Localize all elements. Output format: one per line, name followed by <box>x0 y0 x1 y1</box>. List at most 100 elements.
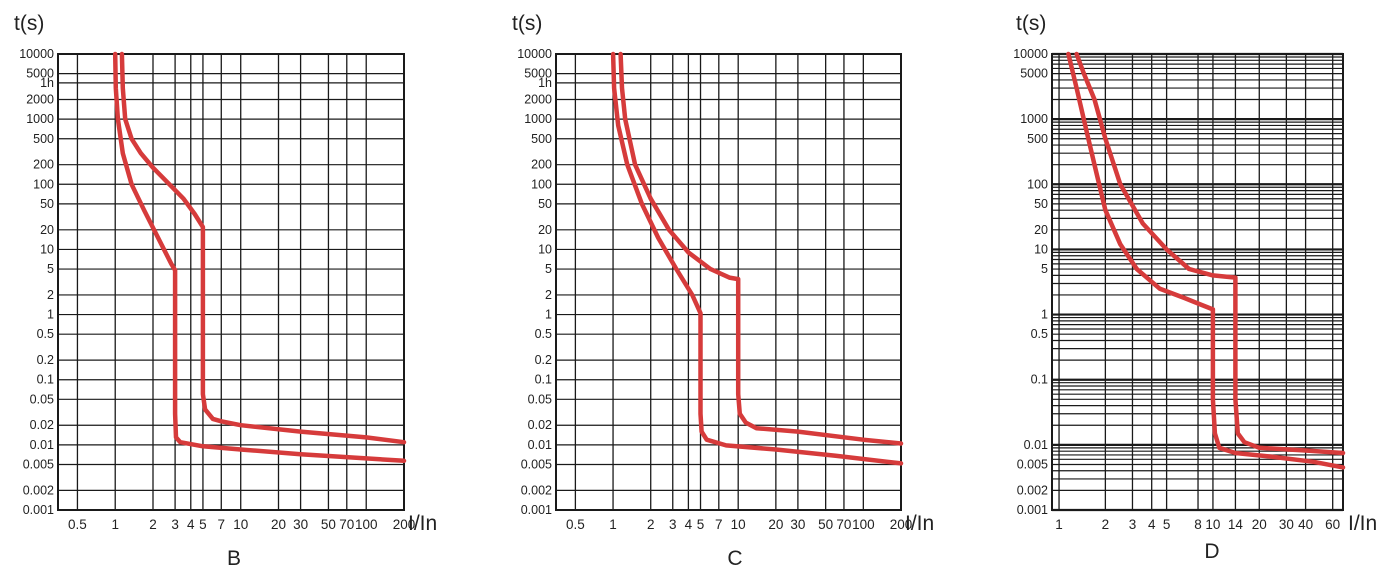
y-tick-label: 2 <box>545 288 552 302</box>
y-tick-label: 5 <box>545 262 552 276</box>
y-tick-label: 5000 <box>524 67 552 81</box>
x-tick-label: 8 <box>1194 517 1202 532</box>
x-tick-label: 200 <box>393 517 416 532</box>
y-tick-label: 10 <box>538 242 552 256</box>
x-tick-label: 2 <box>149 517 157 532</box>
plot-frame <box>555 53 902 511</box>
x-tick-label: 40 <box>1298 517 1313 532</box>
y-tick-label: 10 <box>1034 242 1048 256</box>
x-tick-label: 20 <box>768 517 783 532</box>
y-tick-label: 500 <box>1027 132 1048 146</box>
x-tick-label: 200 <box>890 517 913 532</box>
y-tick-label: 1h <box>40 76 54 90</box>
y-tick-label: 0.002 <box>1017 483 1048 497</box>
y-tick-label: 1000 <box>524 112 552 126</box>
y-tick-label: 50 <box>1034 197 1048 211</box>
x-tick-label: 10 <box>1205 517 1220 532</box>
x-tick-label: 3 <box>171 517 179 532</box>
y-tick-label: 10 <box>40 242 54 256</box>
x-tick-label: 60 <box>1325 517 1340 532</box>
y-tick-label: 500 <box>531 132 552 146</box>
y-tick-label: 0.1 <box>37 373 54 387</box>
x-tick-label: 30 <box>1279 517 1294 532</box>
x-tick-label: 7 <box>218 517 226 532</box>
y-tick-label: 0.2 <box>37 353 54 367</box>
y-tick-label: 2000 <box>524 93 552 107</box>
x-tick-label: 1 <box>111 517 119 532</box>
y-tick-label: 0.1 <box>1031 373 1048 387</box>
y-tick-label: 0.1 <box>535 373 552 387</box>
x-axis-label: I/In <box>905 512 934 535</box>
y-axis-label: t(s) <box>1016 12 1046 35</box>
y-tick-label: 1 <box>545 308 552 322</box>
trip-curve-lower <box>610 51 904 466</box>
x-tick-label: 20 <box>271 517 286 532</box>
y-tick-label: 2000 <box>26 93 54 107</box>
x-tick-label: 30 <box>293 517 308 532</box>
x-tick-label: 5 <box>697 517 705 532</box>
x-tick-label: 1 <box>1055 517 1063 532</box>
x-tick-label: 70 <box>339 517 354 532</box>
x-tick-label: 30 <box>790 517 805 532</box>
y-tick-label: 2 <box>47 288 54 302</box>
y-tick-label: 50 <box>40 197 54 211</box>
x-tick-label: 50 <box>818 517 833 532</box>
x-tick-label: 70 <box>836 517 851 532</box>
y-tick-label: 100 <box>531 177 552 191</box>
x-tick-label: 3 <box>1129 517 1137 532</box>
y-tick-label: 0.02 <box>528 418 552 432</box>
y-tick-label: 5 <box>1041 262 1048 276</box>
y-tick-label: 5000 <box>26 67 54 81</box>
y-tick-label: 0.002 <box>23 483 54 497</box>
chart-title: C <box>727 547 742 570</box>
x-tick-label: 50 <box>321 517 336 532</box>
trip-curve-upper <box>119 51 407 445</box>
y-tick-label: 20 <box>40 223 54 237</box>
y-tick-label: 10000 <box>19 47 54 61</box>
y-tick-label: 1h <box>538 76 552 90</box>
x-tick-label: 10 <box>731 517 746 532</box>
y-tick-label: 0.01 <box>1024 438 1048 452</box>
chart-title: D <box>1204 540 1219 563</box>
x-tick-label: 4 <box>187 517 195 532</box>
plot-frame <box>1051 53 1344 511</box>
y-axis-label: t(s) <box>512 12 542 35</box>
y-tick-label: 200 <box>33 158 54 172</box>
y-tick-label: 0.005 <box>521 457 552 471</box>
y-tick-label: 10000 <box>517 47 552 61</box>
y-tick-label: 0.5 <box>535 327 552 341</box>
y-tick-label: 0.002 <box>521 483 552 497</box>
x-tick-label: 100 <box>852 517 875 532</box>
y-tick-label: 0.05 <box>30 392 54 406</box>
y-tick-label: 0.001 <box>1017 503 1048 517</box>
x-tick-label: 10 <box>233 517 248 532</box>
x-tick-label: 20 <box>1252 517 1267 532</box>
y-tick-label: 0.01 <box>30 438 54 452</box>
y-tick-label: 0.5 <box>37 327 54 341</box>
x-axis-label: I/In <box>1348 512 1377 535</box>
y-tick-label: 0.05 <box>528 392 552 406</box>
x-tick-label: 1 <box>609 517 617 532</box>
x-tick-label: 0.5 <box>566 517 585 532</box>
x-tick-label: 5 <box>1163 517 1171 532</box>
chart-d: 10000 5000 1000 500 100 50 20 10 5 1 0.5 0.1 0.01 0.0… <box>1013 12 1377 563</box>
x-tick-label: 2 <box>647 517 655 532</box>
y-tick-label: 50 <box>538 197 552 211</box>
x-tick-label: 0.5 <box>68 517 87 532</box>
y-tick-label: 0.5 <box>1031 327 1048 341</box>
x-tick-label: 4 <box>1148 517 1156 532</box>
y-tick-label: 0.005 <box>1017 457 1048 471</box>
y-tick-label: 100 <box>1027 177 1048 191</box>
y-tick-label: 0.005 <box>23 457 54 471</box>
x-tick-label: 14 <box>1228 517 1244 532</box>
x-tick-label: 2 <box>1102 517 1110 532</box>
x-axis-label: I/In <box>408 512 437 535</box>
y-tick-label: 0.001 <box>23 503 54 517</box>
x-tick-label: 4 <box>685 517 693 532</box>
trip-curve-lower <box>112 51 407 464</box>
y-tick-label: 5 <box>47 262 54 276</box>
y-axis-label: t(s) <box>14 12 44 35</box>
y-tick-label: 0.02 <box>30 418 54 432</box>
